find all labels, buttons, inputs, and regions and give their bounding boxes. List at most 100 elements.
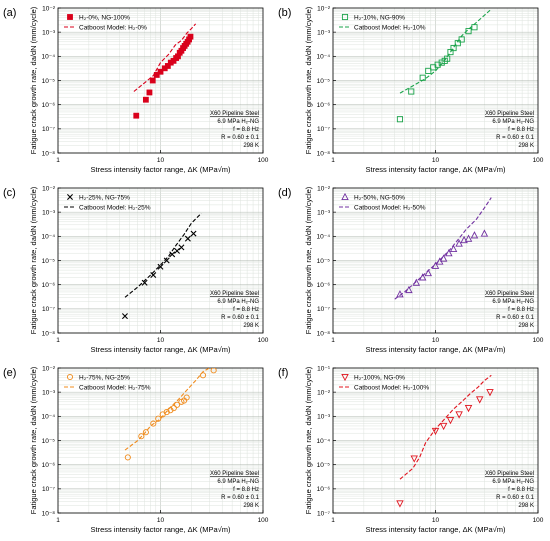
y-tick-label: 10⁻³ (42, 389, 56, 396)
conditions-annotation: X60 Pipeline Steel 6.9 MPa H₂-NG f = 8.8 H… (210, 111, 260, 149)
y-axis-label: Fatigue crack growth rate, da/dN (mm/cyc… (304, 6, 313, 154)
x-axis-label: Stress intensity factor range, ΔK (MPa√m… (365, 345, 506, 354)
y-tick-label: 10⁻⁷ (42, 486, 56, 493)
conditions-annotation: X60 Pipeline Steel 6.9 MPa H₂-NG f = 8.8 H… (210, 291, 260, 329)
data-point (163, 409, 170, 416)
data-point (396, 500, 404, 508)
panel-label: (a) (3, 7, 16, 19)
data-point (470, 231, 479, 239)
y-tick-label: 10⁻² (317, 5, 331, 12)
x-tick-label: 100 (533, 337, 544, 344)
x-axis-label: Stress intensity factor range, ΔK (MPa√m… (365, 525, 506, 534)
data-point (150, 272, 157, 279)
annotation-line: X60 Pipeline Steel (485, 471, 534, 477)
y-axis-label: Fatigue crack growth rate, da/dN (mm/cyc… (304, 366, 313, 514)
y-tick-label: 10⁻³ (42, 209, 56, 216)
x-tick-label: 10 (157, 157, 165, 164)
data-point (454, 40, 461, 47)
x-axis-label: Stress intensity factor range, ΔK (MPa√m… (90, 165, 231, 174)
y-axis-label: Fatigue crack growth rate, da/dN (mm/cyc… (304, 186, 313, 334)
y-tick-label: 10⁻³ (42, 29, 56, 36)
data-point (173, 401, 181, 408)
legend-entry-data: H₂-10%, NG-90% (354, 14, 405, 21)
y-tick-label: 10⁻⁷ (317, 510, 331, 517)
data-point (431, 261, 440, 269)
annotation-line: 298 K (518, 323, 534, 329)
legend-marker (66, 373, 74, 381)
data-point (410, 455, 418, 463)
data-point (450, 45, 457, 52)
data-point (431, 427, 440, 436)
legend-marker (341, 13, 349, 21)
legend-entry-data: H₂-0%, NG-100% (79, 14, 130, 21)
y-tick-label: 10⁻³ (317, 29, 331, 36)
data-point (133, 112, 140, 119)
legend-marker (341, 192, 349, 201)
data-point (434, 61, 441, 68)
panel-label: (c) (3, 187, 16, 199)
y-tick-label: 10⁻⁶ (317, 102, 331, 109)
panel-label: (b) (278, 7, 291, 19)
data-point (425, 67, 432, 74)
y-tick-label: 10⁻⁴ (317, 54, 331, 61)
x-axis-label: Stress intensity factor range, ΔK (MPa√m… (365, 165, 506, 174)
data-point (142, 429, 149, 436)
model-line (399, 374, 492, 480)
y-tick-label: 10⁻⁴ (42, 414, 56, 421)
annotation-line: f = 8.8 Hz (508, 127, 534, 133)
data-point (449, 244, 458, 253)
annotation-line: 6.9 MPa H₂-NG (492, 119, 534, 125)
annotation-line: 298 K (518, 503, 534, 509)
series-layer (133, 23, 197, 119)
data-point (396, 290, 404, 298)
legend-entry-model: Catboost Model: H₂-100% (354, 384, 429, 391)
legend-entry-model: Catboost Model: H₂-25% (79, 204, 151, 211)
x-tick-label: 10 (157, 517, 165, 524)
legend: H₂-0%, NG-100% Catboost Model: H₂-0% (64, 14, 147, 31)
chart-panel-a: 1 10 100 10⁻⁸ 10⁻⁷ 10⁻⁶ 10⁻⁵ 10⁻⁴ 10⁻³ 10⁻² Stress… (3, 5, 269, 174)
series-layer (121, 212, 202, 320)
annotation-line: 298 K (243, 143, 259, 149)
data-point (439, 422, 448, 431)
data-point (138, 433, 145, 440)
y-tick-label: 10⁻⁷ (317, 126, 331, 133)
legend-entry-data: H₂-25%, NG-75% (79, 194, 130, 201)
x-axis-label: Stress intensity factor range, ΔK (MPa√m… (90, 525, 231, 534)
annotation-line: f = 8.8 Hz (508, 487, 534, 493)
y-tick-label: 10⁻⁸ (317, 150, 331, 157)
annotation-line: 6.9 MPa H₂-NG (492, 299, 534, 305)
data-point (486, 389, 494, 397)
y-tick-label: 10⁻⁴ (317, 234, 331, 241)
y-tick-label: 10⁻⁵ (42, 438, 56, 445)
y-axis-label: Fatigue crack growth rate, da/dN (mm/cyc… (29, 6, 38, 154)
annotation-line: X60 Pipeline Steel (210, 291, 259, 297)
data-point (163, 257, 170, 264)
y-tick-label: 10⁻⁶ (317, 486, 331, 493)
x-tick-label: 10 (432, 337, 440, 344)
y-tick-label: 10⁻⁵ (42, 258, 56, 265)
y-tick-label: 10⁻² (42, 5, 56, 12)
x-tick-label: 1 (331, 517, 335, 524)
data-point (455, 239, 463, 247)
y-axis-label: Fatigue crack growth rate, da/dN (mm/cyc… (29, 186, 38, 334)
annotation-line: f = 8.8 Hz (233, 307, 259, 313)
y-tick-label: 10⁻⁶ (42, 282, 56, 289)
data-point (408, 88, 415, 95)
data-point (475, 396, 484, 404)
data-point (169, 251, 176, 258)
data-point (157, 263, 164, 270)
legend-entry-data: H₂-100%, NG-0% (354, 374, 405, 381)
data-point (164, 63, 171, 69)
data-point (458, 36, 465, 43)
annotation-line: X60 Pipeline Steel (210, 471, 259, 477)
data-point (142, 96, 149, 103)
data-point (155, 415, 162, 422)
annotation-line: R = 0.60 ± 0.1 (496, 315, 534, 321)
y-tick-label: 10⁻⁴ (317, 438, 331, 445)
annotation-line: 298 K (243, 323, 259, 329)
data-point (455, 411, 463, 419)
y-axis-label: Fatigue crack growth rate, da/dN (mm/cyc… (29, 366, 38, 514)
legend: H₂-50%, NG-50% Catboost Model: H₂-50% (339, 192, 426, 211)
panel-label: (e) (3, 367, 16, 379)
